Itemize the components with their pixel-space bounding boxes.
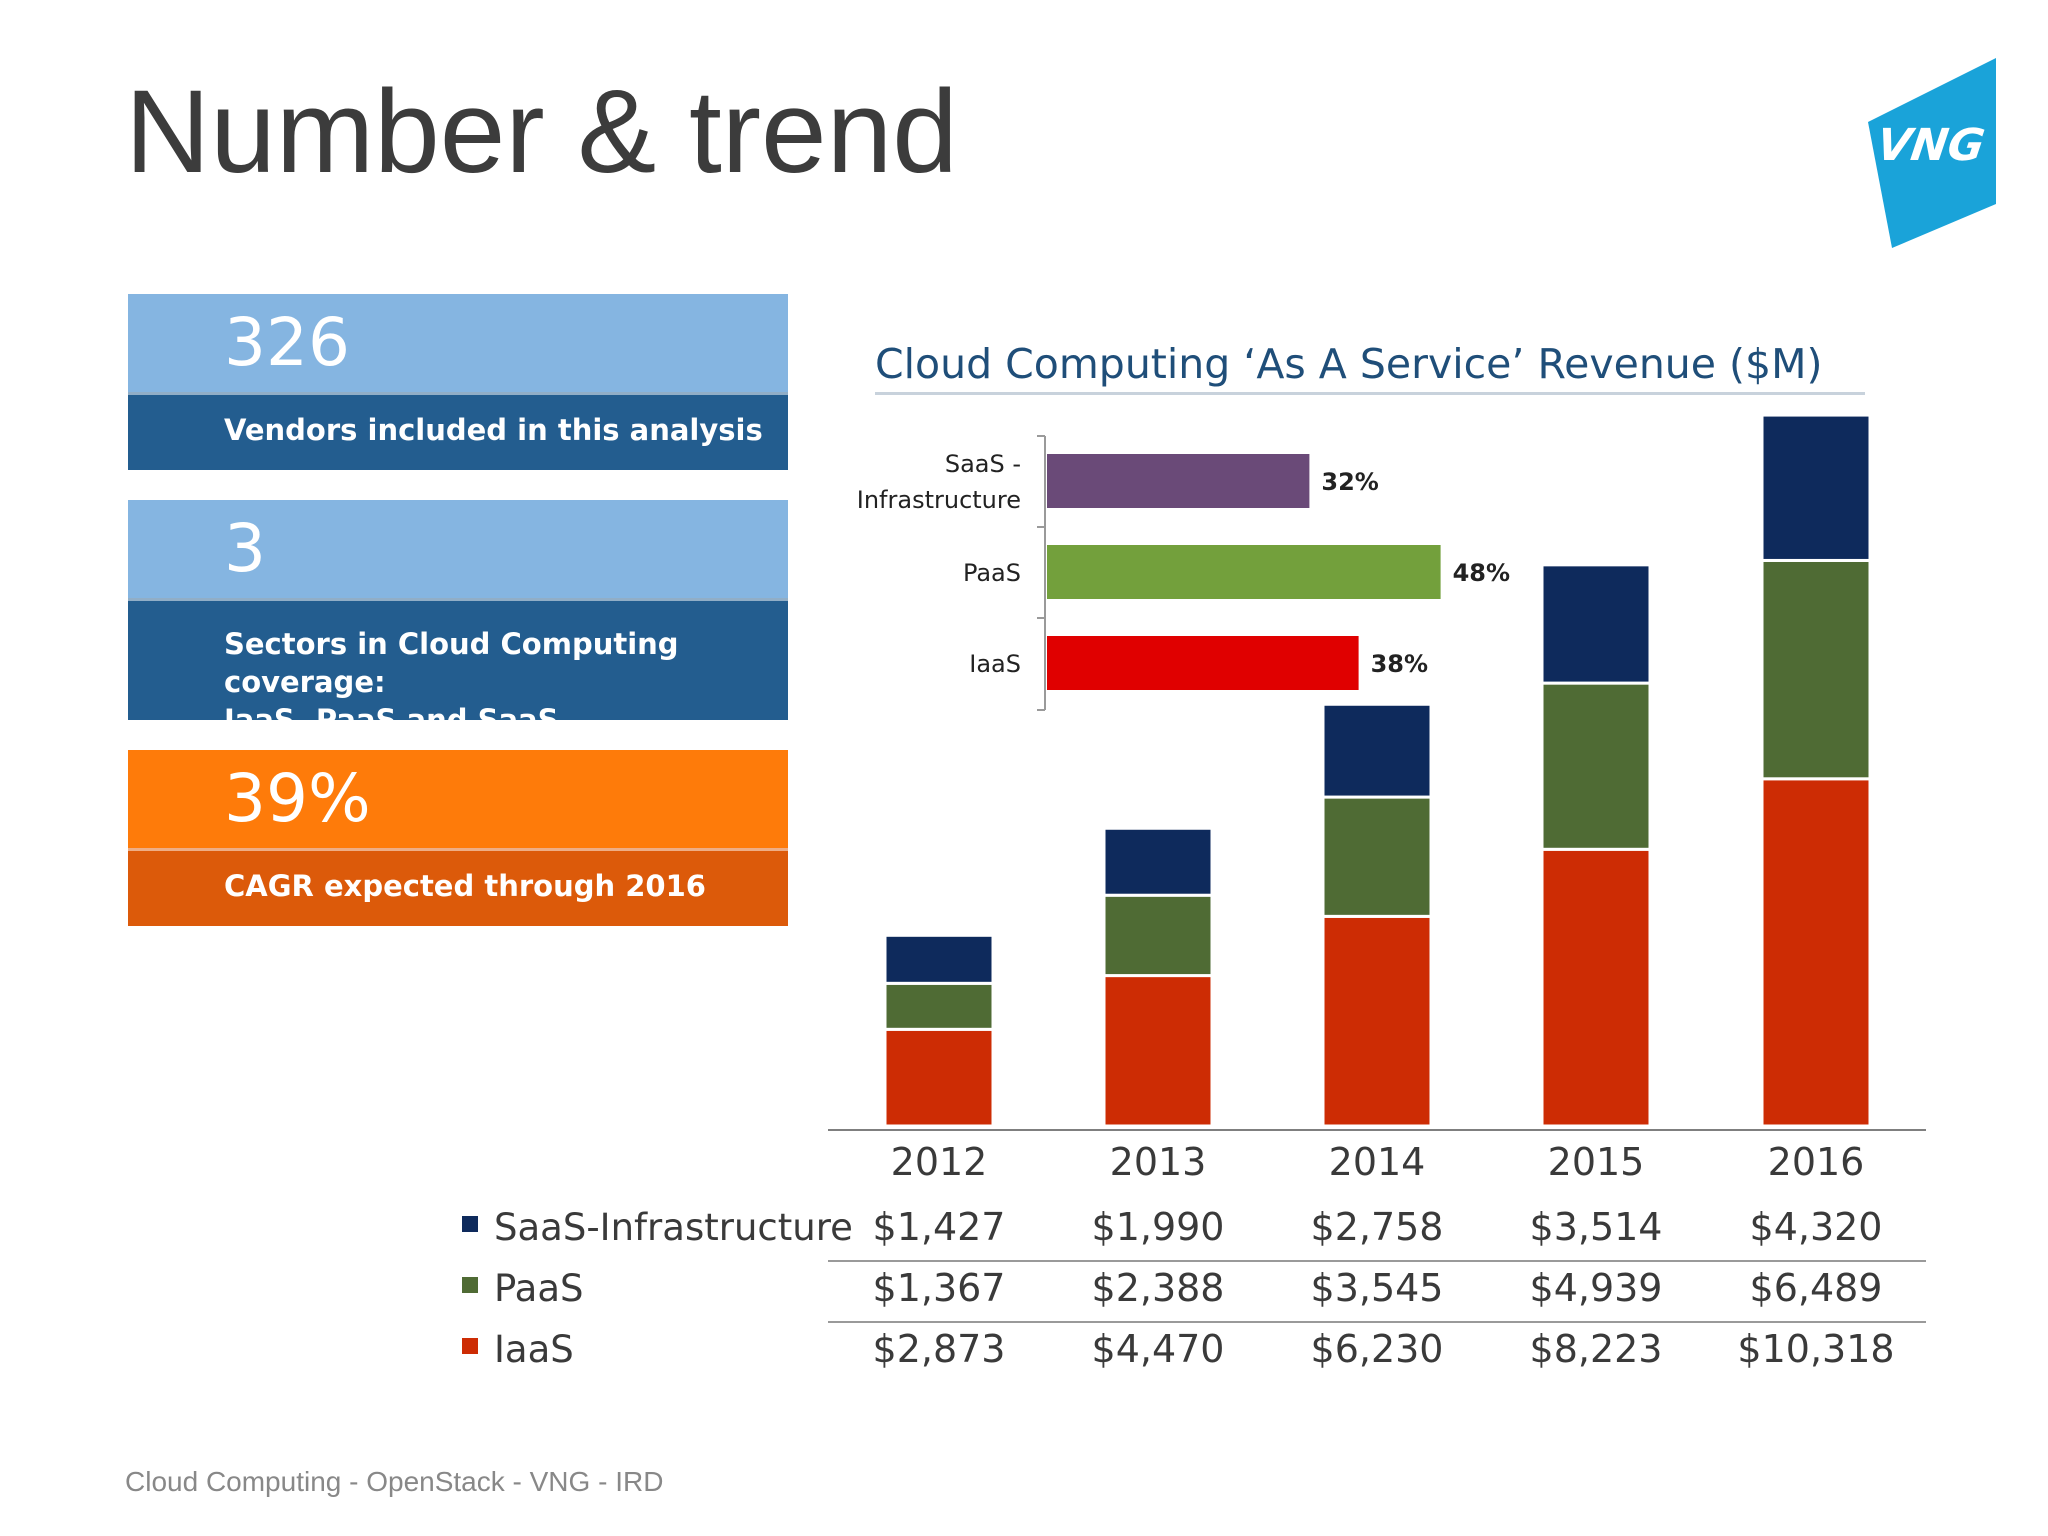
x-tick-label: 2015 bbox=[1548, 1140, 1645, 1184]
data-table-value: $2,758 bbox=[1311, 1205, 1444, 1249]
x-tick-label: 2012 bbox=[891, 1140, 988, 1184]
inset-category-label: IaaS bbox=[969, 650, 1021, 678]
bar-segment-iaas-2015 bbox=[1540, 847, 1652, 1128]
inset-category-label: PaaS bbox=[963, 559, 1021, 587]
bar-segment-paas-2014 bbox=[1321, 795, 1433, 918]
legend-label: PaaS bbox=[494, 1267, 583, 1310]
data-table-value: $6,230 bbox=[1311, 1327, 1444, 1371]
data-table-value: $4,320 bbox=[1750, 1205, 1883, 1249]
x-tick-label: 2014 bbox=[1329, 1140, 1426, 1184]
bar-segment-iaas-2016 bbox=[1760, 777, 1872, 1128]
stat-caption-line: CAGR expected through 2016 bbox=[224, 869, 706, 903]
bar-segment-paas-2015 bbox=[1540, 681, 1652, 851]
bar-segment-saas-infrastructure-2015 bbox=[1540, 563, 1652, 685]
slide-title: Number & trend bbox=[125, 66, 958, 198]
stat-panel-cagr: 39% CAGR expected through 2016 bbox=[128, 750, 788, 926]
data-table-value: $1,367 bbox=[873, 1266, 1006, 1310]
data-table-value: $8,223 bbox=[1530, 1327, 1663, 1371]
bar-segment-iaas-2014 bbox=[1321, 914, 1433, 1128]
bar-segment-iaas-2012 bbox=[883, 1027, 995, 1128]
data-table-value: $2,388 bbox=[1092, 1266, 1225, 1310]
inset-bar bbox=[1047, 454, 1310, 508]
stat-caption: Vendors included in this analysis bbox=[128, 392, 788, 470]
legend-swatch bbox=[462, 1216, 478, 1232]
stat-caption-line: Vendors included in this analysis bbox=[224, 413, 763, 447]
legend-label: IaaS bbox=[494, 1328, 574, 1371]
data-table-value: $2,873 bbox=[873, 1327, 1006, 1371]
stat-value: 39% bbox=[128, 750, 788, 848]
inset-category-label: Infrastructure bbox=[857, 486, 1021, 514]
bar-segment-paas-2016 bbox=[1760, 558, 1872, 781]
data-table-value: $1,990 bbox=[1092, 1205, 1225, 1249]
data-table-value: $4,470 bbox=[1092, 1327, 1225, 1371]
inset-bar-label: 32% bbox=[1321, 468, 1378, 496]
bar-segment-saas-infrastructure-2012 bbox=[883, 933, 995, 985]
stat-value: 326 bbox=[128, 294, 788, 392]
stat-caption-line: Sectors in Cloud Computing coverage: bbox=[224, 627, 679, 699]
inset-category-label: SaaS - bbox=[945, 450, 1021, 478]
data-table-value: $1,427 bbox=[873, 1205, 1006, 1249]
data-table-value: $3,514 bbox=[1530, 1205, 1663, 1249]
bar-segment-paas-2012 bbox=[883, 981, 995, 1031]
bar-segment-iaas-2013 bbox=[1102, 974, 1214, 1128]
bar-segment-saas-infrastructure-2014 bbox=[1321, 702, 1433, 799]
bar-segment-paas-2013 bbox=[1102, 893, 1214, 978]
data-table-value: $3,545 bbox=[1311, 1266, 1444, 1310]
inset-bar-label: 38% bbox=[1371, 650, 1428, 678]
slide-footer: Cloud Computing - OpenStack - VNG - IRD bbox=[125, 1466, 664, 1497]
x-tick-label: 2016 bbox=[1768, 1140, 1865, 1184]
legend-swatch bbox=[462, 1338, 478, 1354]
stat-panel-vendors: 326 Vendors included in this analysis bbox=[128, 294, 788, 470]
inset-bar bbox=[1047, 636, 1359, 690]
inset-bar bbox=[1047, 545, 1441, 599]
bar-segment-saas-infrastructure-2016 bbox=[1760, 413, 1872, 562]
vng-logo: VNG bbox=[1868, 58, 1996, 248]
legend-label: SaaS-Infrastructure bbox=[494, 1206, 853, 1249]
data-table-value: $4,939 bbox=[1530, 1266, 1663, 1310]
data-table-value: $6,489 bbox=[1750, 1266, 1883, 1310]
logo-text: VNG bbox=[1874, 120, 1988, 171]
stat-caption: CAGR expected through 2016 bbox=[128, 848, 788, 926]
logo-shape bbox=[1868, 58, 1996, 248]
data-table-value: $10,318 bbox=[1737, 1327, 1894, 1371]
legend-swatch bbox=[462, 1277, 478, 1293]
stat-value: 3 bbox=[128, 500, 788, 598]
x-tick-label: 2013 bbox=[1110, 1140, 1207, 1184]
bar-segment-saas-infrastructure-2013 bbox=[1102, 826, 1214, 897]
inset-bar-label: 48% bbox=[1453, 559, 1510, 587]
chart-title: Cloud Computing ‘As A Service’ Revenue (… bbox=[875, 340, 1865, 395]
